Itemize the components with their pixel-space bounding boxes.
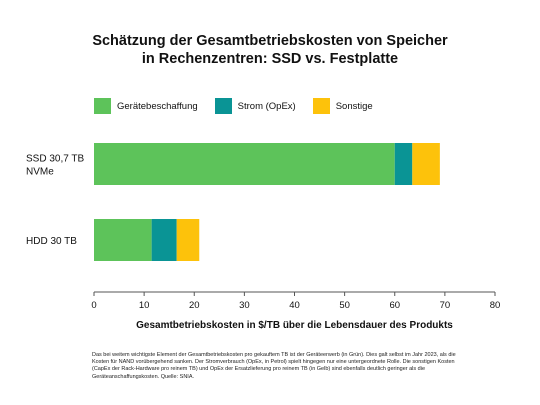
category-label-1: HDD 30 TB	[26, 236, 77, 247]
x-tick-label-6: 60	[389, 300, 400, 311]
legend-swatch-strom	[214, 98, 232, 114]
category-label-0: SSD 30,7 TB NVMe	[26, 154, 85, 178]
x-tick-label-0: 0	[91, 300, 96, 311]
x-tick-label-4: 40	[289, 300, 300, 311]
bar-segment-0-2	[412, 143, 440, 185]
legend-swatch-geraetebeschaffung	[94, 98, 111, 114]
chart-title: Schätzung der Gesamtbetriebskosten von S…	[0, 32, 540, 68]
x-tick-label-5: 50	[339, 300, 350, 311]
category-label-line-0-0: SSD 30,7 TB	[26, 154, 85, 165]
legend-label-geraetebeschaffung: Gerätebeschaffung	[117, 100, 198, 112]
legend-swatch-sonstige	[312, 98, 330, 114]
bar-segment-0-1	[394, 143, 413, 185]
x-tick-label-2: 20	[189, 300, 200, 311]
legend-item-geraetebeschaffung: Gerätebeschaffung	[94, 98, 198, 114]
chart-title-line-1: Schätzung der Gesamtbetriebskosten von S…	[92, 33, 448, 49]
category-label-line-0-1: NVMe	[26, 167, 54, 178]
x-tick-label-1: 10	[139, 300, 150, 311]
x-axis-label: Gesamtbetriebskosten in $/TB über die Le…	[136, 320, 453, 331]
category-label-line-1-0: HDD 30 TB	[26, 236, 77, 247]
bar-segment-0-0	[94, 143, 395, 185]
chart-legend: Gerätebeschaffung Strom (OpEx) Sonstige	[94, 97, 390, 115]
chart-title-line-2: in Rechenzentren: SSD vs. Festplatte	[141, 51, 399, 67]
legend-label-sonstige: Sonstige	[335, 100, 373, 112]
legend-item-strom: Strom (OpEx)	[214, 98, 296, 114]
legend-label-strom: Strom (OpEx)	[237, 100, 296, 112]
legend-item-sonstige: Sonstige	[312, 98, 373, 114]
bar-segment-1-2	[176, 219, 200, 261]
bar-segment-1-0	[94, 219, 152, 261]
x-tick-label-7: 70	[440, 300, 451, 311]
bar-segment-1-1	[151, 219, 177, 261]
x-tick-label-8: 80	[490, 300, 501, 311]
x-tick-label-3: 30	[239, 300, 250, 311]
chart-footnote: Das bei weitem wichtigste Element der Ge…	[92, 352, 456, 380]
